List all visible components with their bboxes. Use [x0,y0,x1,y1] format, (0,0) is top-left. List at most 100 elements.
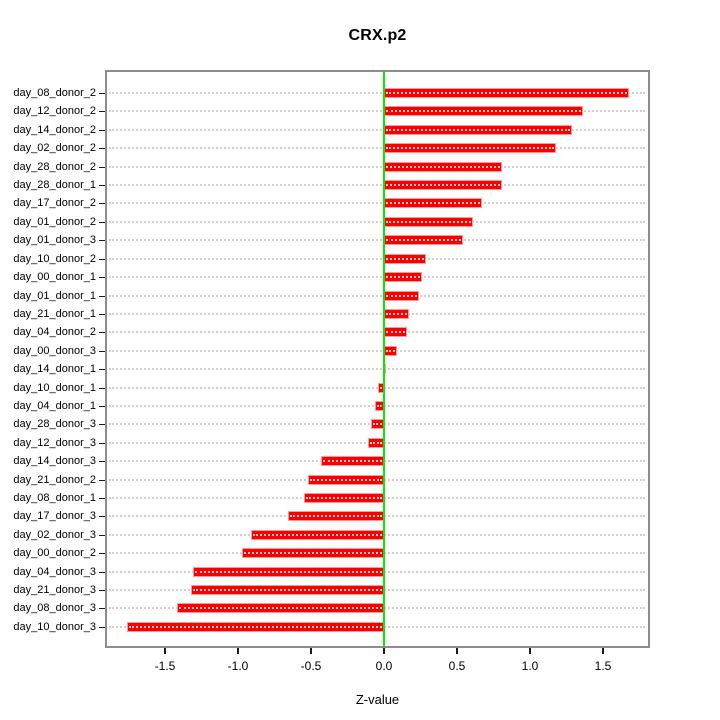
bar-grid-overlay [373,423,382,426]
bar-grid-overlay [386,276,420,279]
bar-day_10_donor_2 [384,253,426,264]
bar-grid-overlay [386,165,500,168]
y-axis-label: day_01_donor_1 [13,289,96,302]
y-axis-tick [99,369,106,371]
bar-grid-overlay [386,349,395,352]
bar-day_04_donor_3 [193,566,384,577]
y-axis-label: day_00_donor_1 [13,271,96,284]
y-axis-tick [99,258,106,260]
y-axis-label: day_01_donor_3 [13,234,96,247]
y-axis-label: day_17_donor_3 [13,510,96,523]
chart-title: CRX.p2 [348,27,407,44]
bar-grid-overlay [310,478,382,481]
plot-area [107,72,648,646]
y-axis-tick [99,553,106,555]
x-axis-tick [164,648,166,654]
bar-day_00_donor_1 [384,272,422,283]
x-axis-tick-label: 0.5 [448,659,466,673]
y-axis-label: day_14_donor_2 [13,123,96,136]
y-axis-tick [99,608,106,610]
y-axis-tick [99,571,106,573]
bar-grid-overlay [386,312,407,315]
y-axis-tick [99,405,106,407]
y-axis-label: day_10_donor_3 [13,620,96,633]
grid-line [109,184,645,187]
y-axis-label: day_28_donor_1 [13,179,96,192]
bar-day_10_donor_3 [127,621,384,632]
bar-day_28_donor_1 [384,180,502,191]
y-axis-tick [99,166,106,168]
x-axis-tick-label: 1.5 [594,659,612,673]
grid-line [109,331,645,334]
y-axis-tick [99,350,106,352]
y-axis-tick [99,626,106,628]
bar-grid-overlay [179,607,382,610]
y-axis-label: day_08_donor_1 [13,492,96,505]
y-axis-label: day_10_donor_1 [13,381,96,394]
bar-day_00_donor_2 [242,548,384,559]
bar-grid-overlay [377,404,382,407]
grid-line [109,220,645,223]
bar-day_14_donor_3 [321,456,384,467]
y-axis-label: day_14_donor_3 [13,455,96,468]
bar-grid-overlay [386,92,627,94]
y-axis-label: day_21_donor_3 [13,584,96,597]
bar-day_08_donor_3 [177,603,384,614]
y-axis-tick [99,424,106,426]
grid-line [109,368,645,371]
grid-line [109,147,645,150]
bar-day_01_donor_2 [384,216,473,227]
y-axis-tick [99,111,106,113]
bar-grid-overlay [386,184,500,187]
bar-grid-overlay [380,386,382,389]
y-axis-tick [99,387,106,389]
y-axis-tick [99,479,106,481]
y-axis-tick [99,461,106,463]
x-axis-tick-label: 0.0 [375,659,393,673]
bar-grid-overlay [386,147,554,150]
y-axis-label: day_12_donor_2 [13,105,96,118]
x-axis-tick-label: -0.5 [300,659,322,673]
bar-grid-overlay [323,460,382,463]
bar-grid-overlay [386,110,581,113]
bar-day_21_donor_2 [308,474,384,485]
grid-line [109,349,645,352]
x-axis-tick-label: -1.5 [154,659,176,673]
y-axis-label: day_21_donor_1 [13,307,96,320]
bar-day_01_donor_3 [384,235,463,246]
y-axis-label: day_12_donor_3 [13,436,96,449]
bar-day_28_donor_2 [384,161,502,172]
x-axis-tick-label: -1.0 [227,659,249,673]
y-axis-tick [99,590,106,592]
y-axis-tick [99,203,106,205]
bar-grid-overlay [370,441,382,444]
bar-grid-overlay [195,570,382,573]
x-axis-tick [237,648,239,654]
bar-grid-overlay [244,552,382,555]
y-axis-label: day_02_donor_2 [13,142,96,155]
bar-day_01_donor_1 [384,290,419,301]
y-axis-label: day_04_donor_2 [13,326,96,339]
zero-line [383,72,385,646]
bar-day_21_donor_1 [384,308,409,319]
y-axis-label: day_28_donor_2 [13,160,96,173]
x-axis-tick [456,648,458,654]
x-axis-tick-label: 1.0 [521,659,539,673]
y-axis-tick [99,185,106,187]
y-axis-tick [99,313,106,315]
x-axis-tick [529,648,531,654]
y-axis-tick [99,129,106,131]
bar-grid-overlay [386,220,471,223]
bar-day_12_donor_3 [368,437,384,448]
bar-day_02_donor_3 [251,529,384,540]
x-axis-tick [602,648,604,654]
y-axis-label: day_00_donor_2 [13,547,96,560]
bar-grid-overlay [306,497,382,500]
bar-grid-overlay [290,515,382,518]
bar-day_21_donor_3 [191,585,384,596]
y-axis-tick [99,442,106,444]
y-axis-tick [99,277,106,279]
bar-day_14_donor_2 [384,124,572,135]
y-axis-label: day_21_donor_2 [13,473,96,486]
